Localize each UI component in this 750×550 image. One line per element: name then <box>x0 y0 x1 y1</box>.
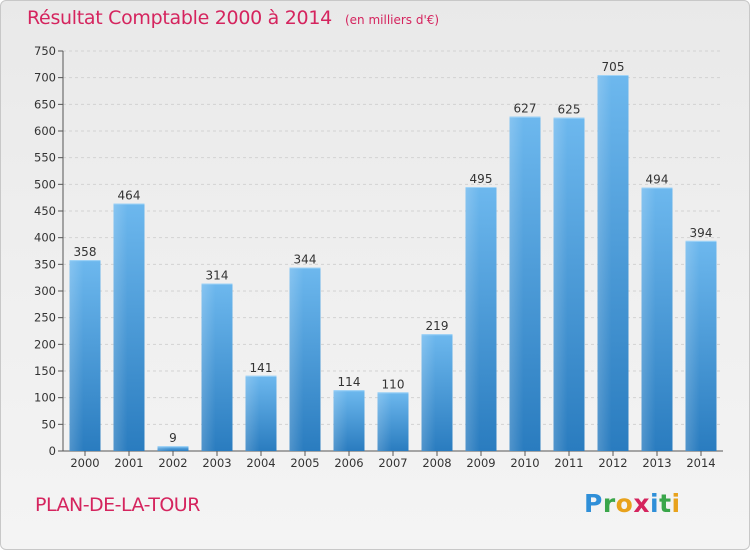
chart-title: Résultat Comptable 2000 à 2014 <box>27 7 332 29</box>
x-tick-label: 2000 <box>70 456 99 470</box>
logo-letter: x <box>633 489 650 518</box>
data-label: 494 <box>646 173 669 187</box>
data-label: 394 <box>690 226 713 240</box>
data-label: 358 <box>74 245 97 259</box>
x-tick-label: 2004 <box>246 456 275 470</box>
x-tick-label: 2011 <box>554 456 583 470</box>
data-label: 141 <box>250 361 273 375</box>
y-tick-label: 750 <box>34 44 56 58</box>
logo-letter: P <box>584 489 603 518</box>
commune-name: PLAN-DE-LA-TOUR <box>35 494 200 516</box>
x-tick-label: 2005 <box>290 456 319 470</box>
bar <box>157 446 189 451</box>
x-tick-label: 2002 <box>158 456 187 470</box>
bar-highlight <box>69 260 84 451</box>
data-label: 114 <box>338 375 361 389</box>
chart-unit: (en milliers d'€) <box>344 13 440 27</box>
bar-highlight <box>113 203 128 451</box>
y-tick-label: 700 <box>34 71 56 85</box>
bar-highlight <box>553 117 568 452</box>
data-label: 344 <box>294 253 317 267</box>
y-tick-label: 50 <box>41 417 56 431</box>
data-label: 219 <box>426 319 449 333</box>
data-label: 495 <box>470 172 493 186</box>
data-label: 625 <box>558 103 581 117</box>
data-label: 464 <box>118 189 141 203</box>
x-tick-label: 2006 <box>334 456 363 470</box>
logo-letter: o <box>615 489 634 518</box>
y-tick-label: 350 <box>34 257 56 271</box>
x-tick-label: 2008 <box>422 456 451 470</box>
data-label: 110 <box>382 377 405 391</box>
bar-highlight <box>685 240 700 451</box>
x-tick-label: 2013 <box>642 456 671 470</box>
x-tick-label: 2014 <box>686 456 715 470</box>
logo-letter: i <box>650 489 660 518</box>
y-tick-label: 400 <box>34 231 56 245</box>
y-tick-label: 450 <box>34 204 56 218</box>
data-labels: 358 464 9 314 141 344 114 110 219 495 627 625 705 494… <box>74 60 713 445</box>
y-tick-label: 0 <box>49 444 56 458</box>
data-label: 314 <box>206 269 229 283</box>
proxiti-logo[interactable]: Proxiti <box>584 489 681 518</box>
x-tick-label: 2010 <box>510 456 539 470</box>
y-tick-label: 650 <box>34 97 56 111</box>
bar-highlight <box>421 334 436 451</box>
bar-highlight <box>157 446 172 451</box>
logo-letter: r <box>602 489 616 518</box>
bar-highlight <box>333 390 348 451</box>
y-tick-label: 300 <box>34 284 56 298</box>
bar-highlight <box>201 283 216 451</box>
y-tick-label: 600 <box>34 124 56 138</box>
data-label: 9 <box>169 431 177 445</box>
bar-highlight <box>641 187 656 452</box>
x-tick-label: 2007 <box>378 456 407 470</box>
bar-highlight <box>245 375 260 451</box>
y-tick-label: 550 <box>34 151 56 165</box>
x-tick-label: 2009 <box>466 456 495 470</box>
bar-highlight <box>509 116 524 451</box>
logo-letter: t <box>659 489 672 518</box>
y-tick-label: 200 <box>34 337 56 351</box>
y-tick-label: 250 <box>34 311 56 325</box>
chart-title-group: Résultat Comptable 2000 à 2014 (en milli… <box>27 7 439 29</box>
bar-highlight <box>289 267 304 451</box>
data-label: 627 <box>514 102 537 116</box>
x-tick-label: 2012 <box>598 456 627 470</box>
logo-letter: i <box>671 489 681 518</box>
bar-highlight <box>465 187 480 451</box>
x-tick-label: 2001 <box>114 456 143 470</box>
y-tick-label: 500 <box>34 177 56 191</box>
data-label: 705 <box>602 60 625 74</box>
y-tick-label: 100 <box>34 391 56 405</box>
x-tick-label: 2003 <box>202 456 231 470</box>
bar-highlight <box>597 75 612 451</box>
bar-highlight <box>377 392 392 451</box>
bars <box>69 75 717 452</box>
y-tick-label: 150 <box>34 364 56 378</box>
